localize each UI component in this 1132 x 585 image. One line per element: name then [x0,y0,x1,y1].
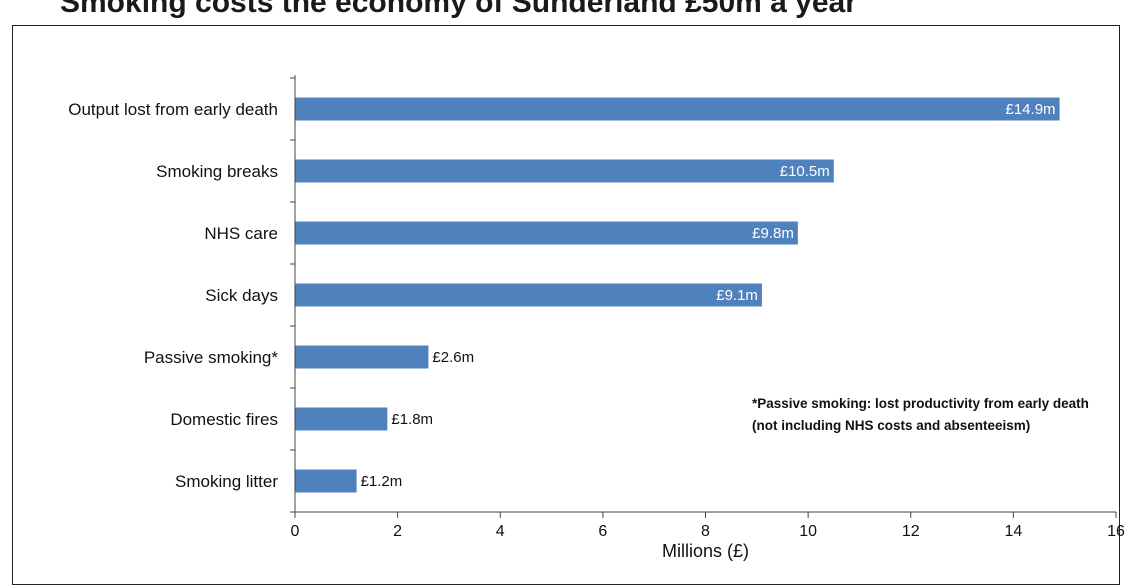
data-label: £1.2m [361,473,403,490]
data-label: £14.9m [1006,101,1056,118]
x-tick-label: 2 [393,523,402,540]
data-label: £9.1m [716,287,758,304]
bar [295,408,387,431]
bar [295,346,428,369]
axis-layer: 0 2 4 6 8 10 12 14 16 [290,75,1125,540]
category-label: Domestic fires [170,410,278,429]
x-tick-label: 4 [496,523,505,540]
data-label: £9.8m [752,225,794,242]
x-tick-label: 0 [291,523,300,540]
x-tick-label: 16 [1107,523,1125,540]
data-label: £1.8m [391,411,433,428]
category-label: Output lost from early death [68,100,278,119]
x-tick-label: 14 [1004,523,1022,540]
x-tick-label: 10 [799,523,817,540]
x-tick-label: 8 [701,523,710,540]
bar [295,470,357,493]
data-label: £10.5m [780,163,830,180]
category-label: Passive smoking* [144,348,279,367]
bar-chart: 0 2 4 6 8 10 12 14 16 Output lost from early dea… [0,0,1132,566]
category-label: Smoking breaks [156,162,278,181]
bar [295,222,798,245]
bar [295,160,834,183]
bar [295,98,1060,121]
x-tick-label: 6 [598,523,607,540]
footnote-annotation: *Passive smoking: lost productivity from… [752,393,1097,437]
category-label: Smoking litter [175,472,278,491]
category-label: NHS care [204,224,278,243]
x-tick-label: 12 [902,523,920,540]
category-label: Sick days [205,286,278,305]
x-axis-title: Millions (£) [662,541,749,561]
bar [295,284,762,307]
data-label: £2.6m [432,349,474,366]
